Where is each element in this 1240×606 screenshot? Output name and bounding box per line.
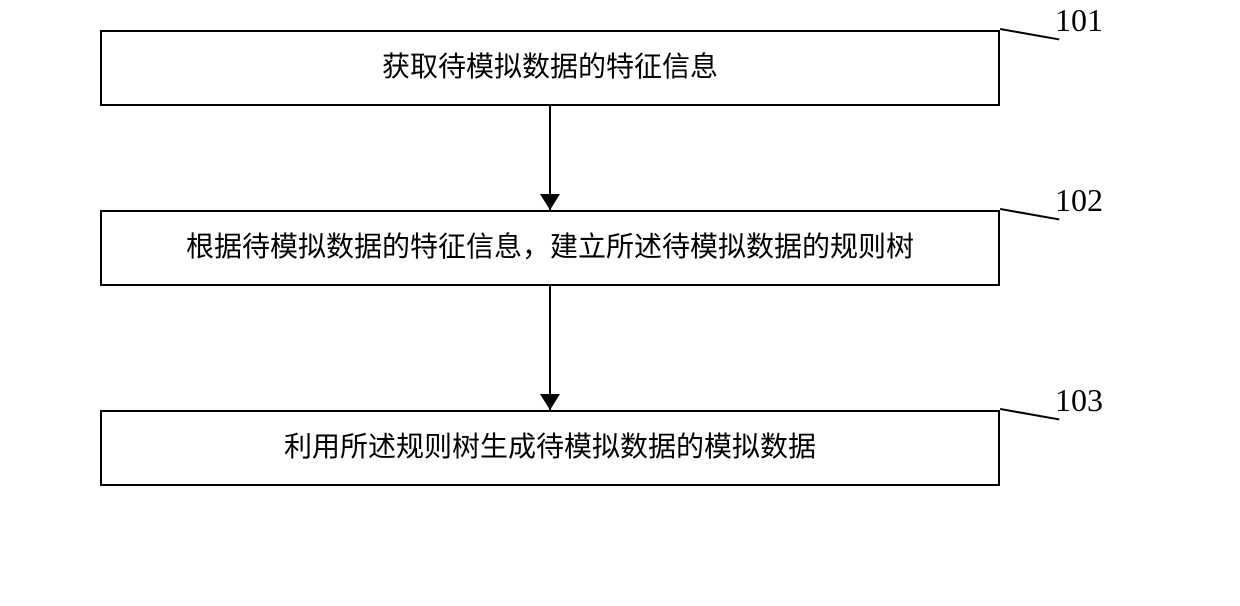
flowchart-node-step2: 根据待模拟数据的特征信息，建立所述待模拟数据的规则树 xyxy=(100,210,1000,286)
leader-line-1 xyxy=(1000,28,1059,40)
leader-line-2 xyxy=(1000,208,1059,220)
flowchart-node-step1: 获取待模拟数据的特征信息 xyxy=(100,30,1000,106)
step-label-103: 103 xyxy=(1055,382,1103,419)
node-text: 获取待模拟数据的特征信息 xyxy=(382,48,718,87)
leader-line-3 xyxy=(1000,408,1059,420)
arrow-1-2 xyxy=(549,106,551,210)
arrow-2-3 xyxy=(549,286,551,410)
step-label-101: 101 xyxy=(1055,2,1103,39)
flowchart-node-step3: 利用所述规则树生成待模拟数据的模拟数据 xyxy=(100,410,1000,486)
node-text: 根据待模拟数据的特征信息，建立所述待模拟数据的规则树 xyxy=(186,228,914,267)
step-label-102: 102 xyxy=(1055,182,1103,219)
node-text: 利用所述规则树生成待模拟数据的模拟数据 xyxy=(284,428,816,467)
